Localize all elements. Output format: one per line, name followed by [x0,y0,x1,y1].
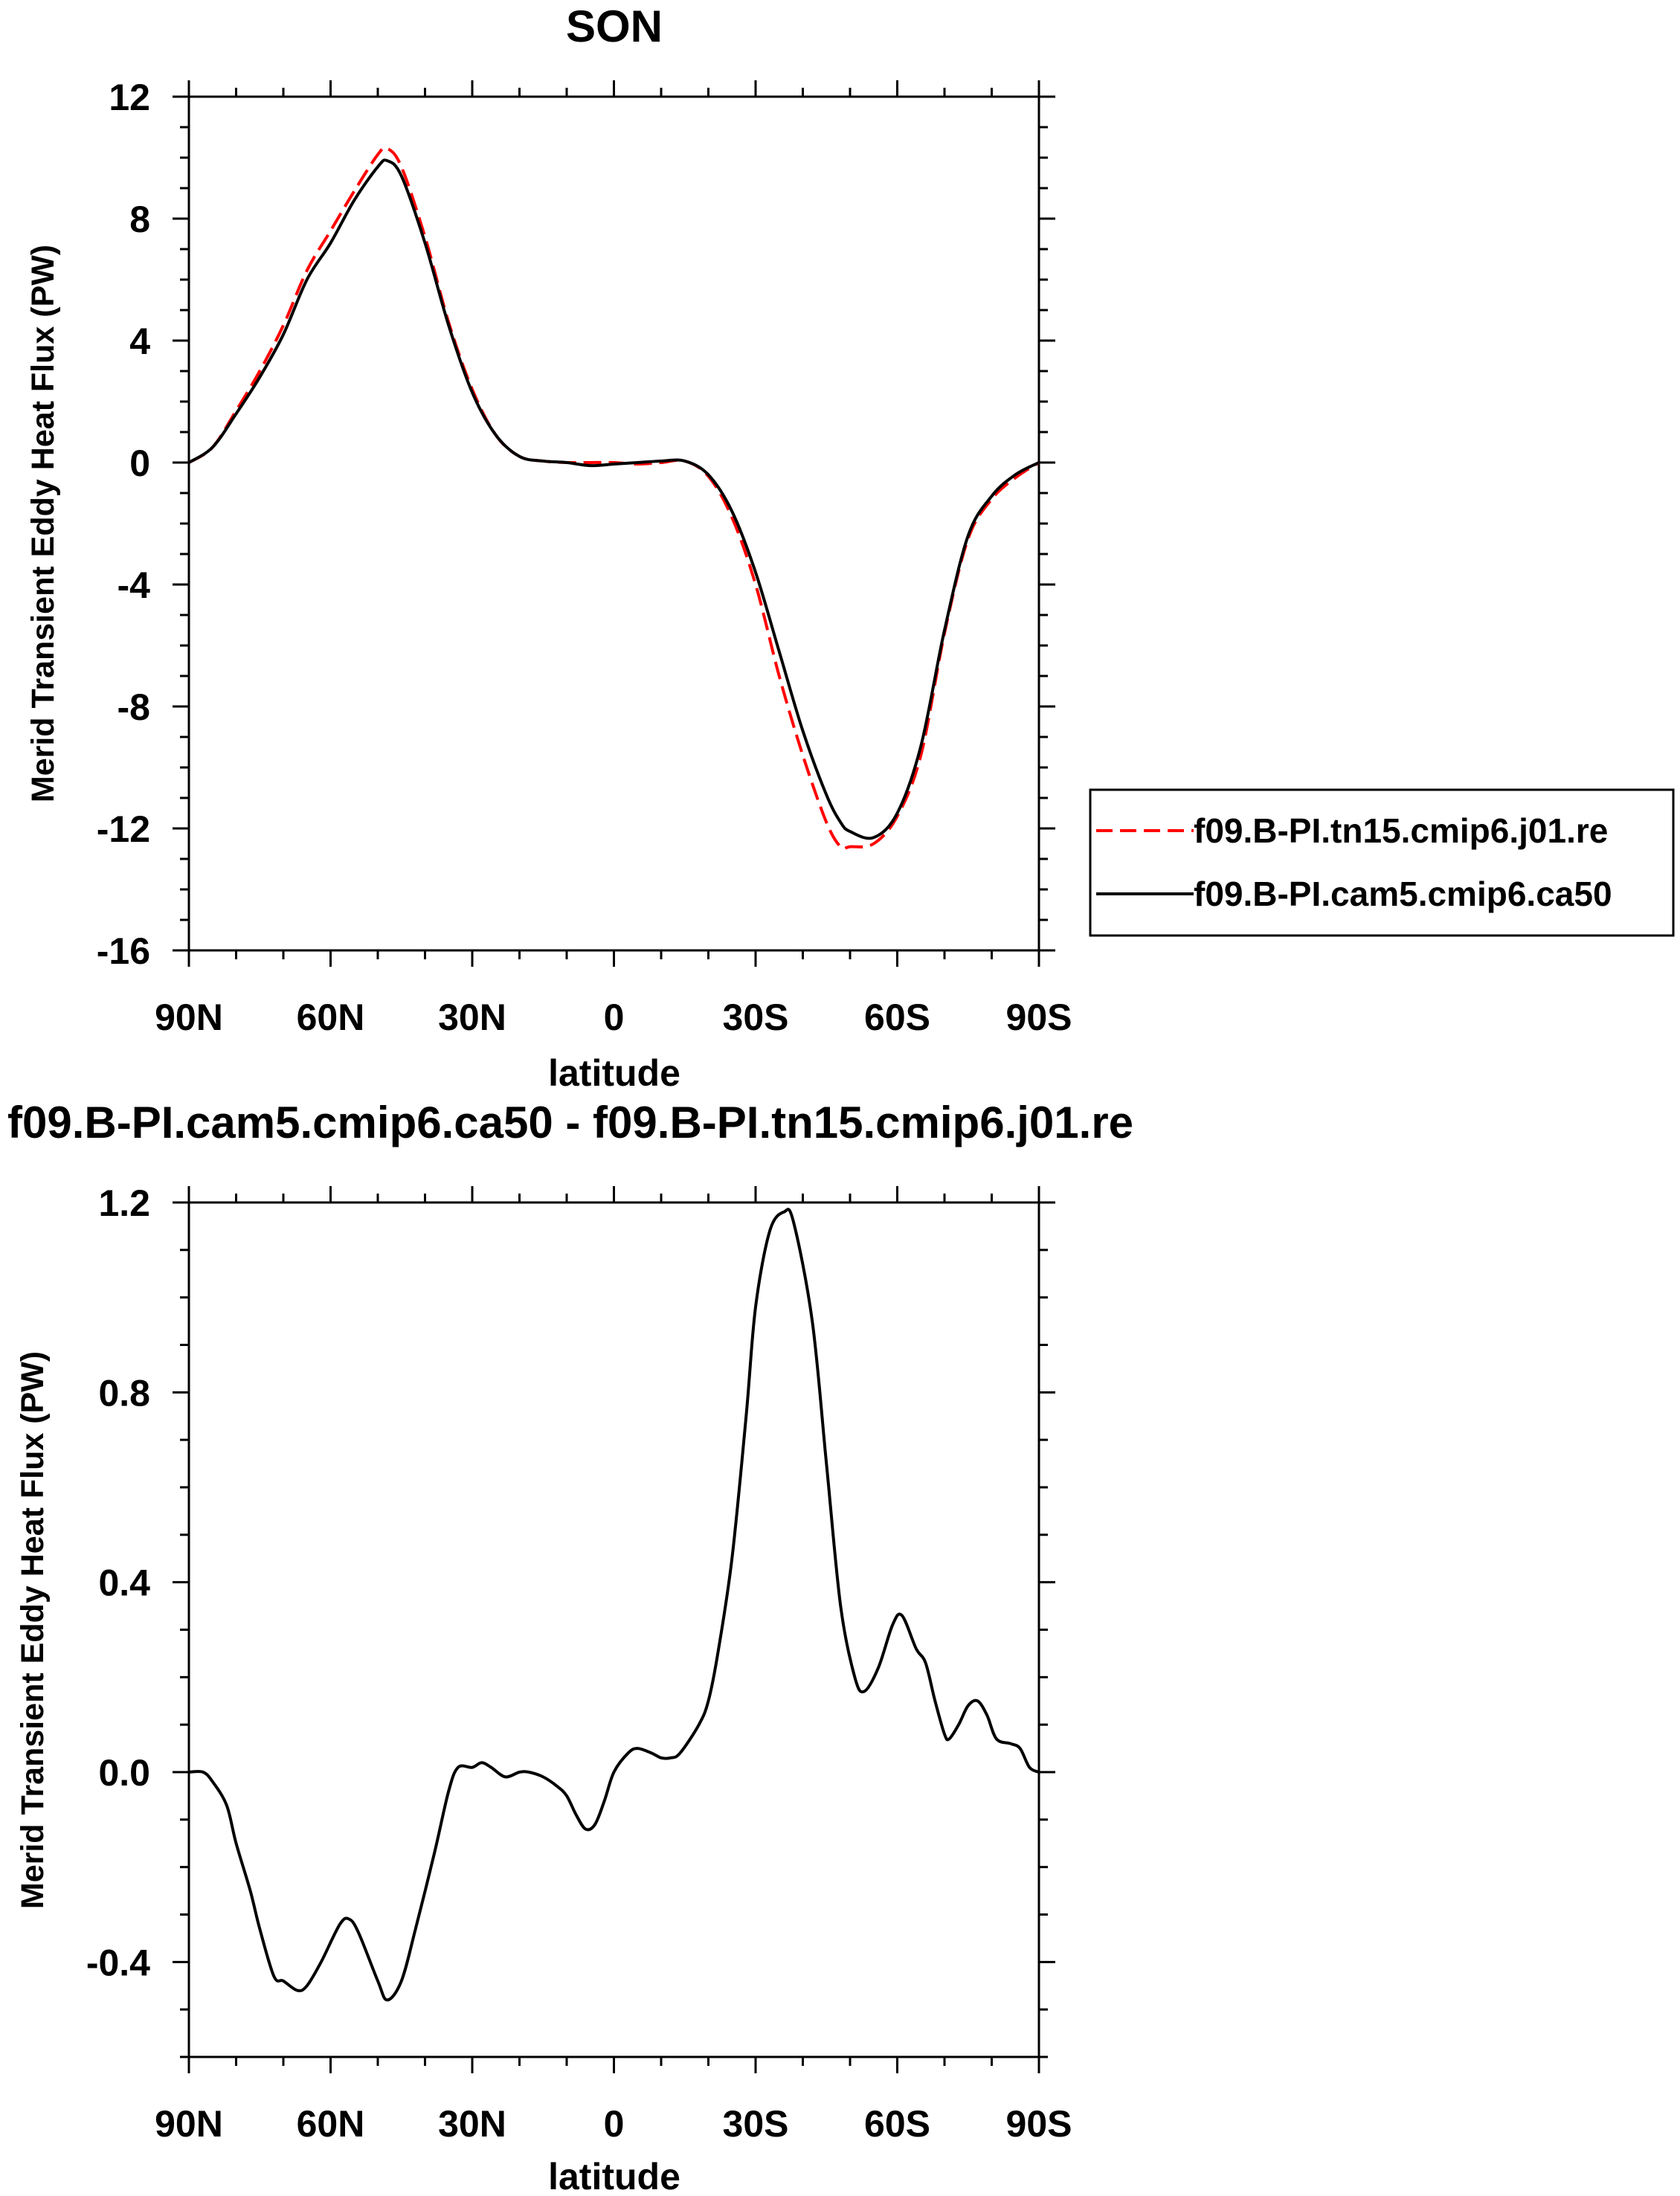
y-tick-label: 4 [129,321,150,362]
x-tick-label: 60S [864,996,930,1038]
plot-frame [187,95,1040,952]
x-tick-label: 30N [438,2103,506,2145]
bottom-chart-xlabel: latitude [548,2156,680,2196]
legend: f09.B-PI.tn15.cmip6.j01.re f09.B-PI.cam5… [1089,788,1675,937]
legend-label-cam5: f09.B-PI.cam5.cmip6.ca50 [1194,875,1612,913]
x-tick-label: 90N [155,2103,223,2145]
x-tick-label: 60N [297,996,365,1038]
y-tick-label: 0 [129,442,150,484]
series-line-f09-b-pi-tn15-cmip6-j01-re [187,146,1040,851]
y-tick-label: -4 [118,564,151,606]
y-tick-label: 12 [109,77,150,118]
series-line-difference [188,1208,1040,2002]
y-tick-label: -12 [97,808,150,850]
top-chart: 90N 60N 30N 0 30S 60S 90S 12 8 4 0 -4 -8 -12 -16 [97,77,1072,1038]
x-tick-label: 60N [297,2103,365,2145]
x-tick-label: 0 [604,996,625,1038]
bottom-chart: 90N 60N 30N 0 30S 60S 90S 1.2 0.8 0.4 0.0 -0.4 [86,1182,1072,2145]
legend-box [1089,788,1675,937]
top-chart-title: SON [566,1,663,51]
x-tick-label: 90S [1006,2103,1072,2145]
bottom-chart-title: f09.B-PI.cam5.cmip6.ca50 - f09.B-PI.tn15… [7,1098,1133,1147]
y-tick-label: -8 [118,686,150,728]
legend-label-tn15: f09.B-PI.tn15.cmip6.j01.re [1194,811,1608,850]
x-tick-label: 90S [1006,996,1072,1038]
y-tick-label: -16 [97,930,150,972]
y-tick-label: 1.2 [98,1182,150,1224]
series-line-f09-b-pi-cam5-cmip6-ca50 [187,158,1040,840]
y-tick-label: 0.0 [98,1752,150,1794]
y-tick-label: 0.8 [98,1372,150,1414]
x-tick-label: 30N [438,996,506,1038]
top-chart-xlabel: latitude [548,1052,680,1094]
x-tick-label: 30S [723,996,789,1038]
top-chart-ylabel: Merid Transient Eddy Heat Flux (PW) [25,245,61,802]
y-tick-label: 0.4 [98,1562,150,1604]
plot-frame [187,1201,1040,2058]
y-tick-label: 8 [129,199,150,240]
x-tick-label: 60S [864,2103,930,2145]
bottom-chart-ylabel: Merid Transient Eddy Heat Flux (PW) [15,1351,51,1909]
x-tick-label: 30S [723,2103,789,2145]
y-tick-label: -0.4 [86,1942,150,1983]
x-tick-label: 90N [155,996,223,1038]
x-tick-label: 0 [604,2103,625,2145]
